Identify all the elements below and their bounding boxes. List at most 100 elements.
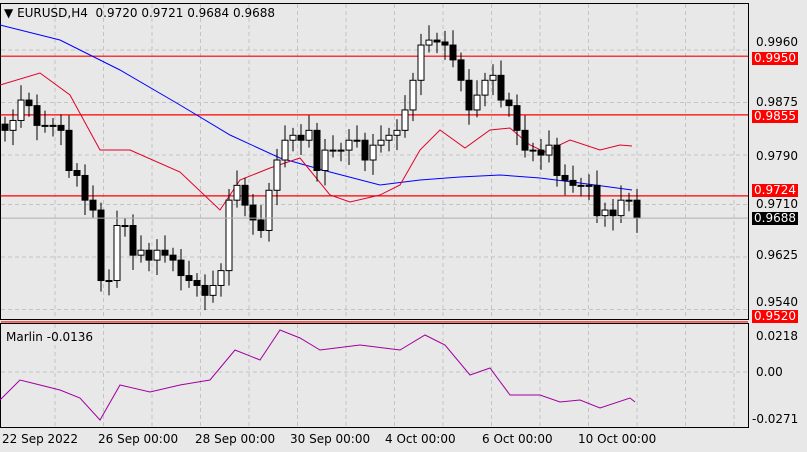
candle-body [617, 199, 625, 217]
candle-body [633, 199, 641, 219]
candle-body [137, 249, 145, 256]
candle-body [529, 149, 537, 152]
candle-body [601, 209, 609, 217]
candle-body [297, 134, 305, 141]
candle-body [49, 124, 57, 127]
candle-body [489, 74, 497, 81]
moving-average-line [0, 24, 633, 191]
candle-body [465, 79, 473, 111]
candle-body [433, 39, 441, 43]
candle-body [425, 39, 433, 46]
candle-body [17, 99, 25, 121]
candle-body [233, 184, 241, 201]
candle-body [185, 275, 193, 282]
candle-body [593, 184, 601, 217]
price-tick: 0.9710 [756, 197, 798, 211]
level-label: 0.9950 [752, 51, 798, 65]
candle-body [169, 254, 177, 261]
candle-body [361, 139, 369, 161]
level-label: 0.9520 [752, 309, 798, 323]
candle-body [65, 129, 73, 172]
candle-body [353, 139, 361, 142]
candle-body [81, 174, 89, 201]
candle-body [33, 105, 41, 126]
candle-body [569, 179, 577, 186]
candle-body [505, 99, 513, 107]
candle-body [409, 79, 417, 111]
candle-body [545, 144, 553, 156]
candle-body [345, 139, 353, 151]
candle-body [281, 139, 289, 161]
candle-body [73, 170, 81, 176]
candle-body [329, 149, 337, 152]
candle-body [25, 99, 33, 107]
candle-body [385, 134, 393, 141]
candle-body [553, 144, 561, 176]
candle-body [121, 225, 129, 228]
candle-body [369, 144, 377, 161]
candle-body [177, 259, 185, 277]
low-value: 0.9684 [187, 6, 230, 20]
candle-body [513, 105, 521, 131]
level-label: 0.9855 [752, 109, 798, 123]
candle-body [217, 270, 225, 286]
candle-body [481, 79, 489, 96]
candle-body [609, 209, 617, 217]
candle-body [1, 123, 9, 131]
price-tick: 0.9625 [756, 248, 798, 262]
time-tick: 22 Sep 2022 [2, 432, 79, 446]
indicator-title: Marlin -0.0136 [6, 330, 93, 344]
candle-body [41, 124, 49, 127]
candle-body [393, 129, 401, 136]
candle-body [585, 184, 593, 187]
chart-title: ▼ EURUSD,H4 0.9720 0.9721 0.9684 0.9688 [4, 6, 275, 20]
candle-body [97, 209, 105, 282]
price-tick: 0.9790 [756, 149, 798, 163]
candle-body [377, 139, 385, 146]
collapse-triangle-icon[interactable]: ▼ [4, 6, 14, 20]
candle-body [129, 225, 137, 256]
candle-body [577, 184, 585, 187]
candle-body [497, 74, 505, 101]
candle-body [457, 59, 465, 81]
marlin-line [0, 329, 636, 421]
candle-body [89, 199, 97, 211]
candle-body [113, 225, 121, 282]
candle-body [225, 199, 233, 272]
price-tick: 0.9875 [756, 95, 798, 109]
candle-body [521, 129, 529, 151]
candle-body [9, 119, 17, 131]
candle-body [145, 249, 153, 261]
candle-body [305, 129, 313, 141]
candle-body [257, 219, 265, 231]
candle-body [625, 199, 633, 202]
indicator-name: Marlin [6, 330, 43, 344]
indicator-tick: 0.00 [756, 365, 783, 379]
candle-body [473, 94, 481, 111]
price-tick: 0.9540 [756, 295, 798, 309]
candle-body [273, 159, 281, 191]
envelope-line [0, 72, 633, 211]
candle-body [449, 44, 457, 61]
level-label: 0.9724 [752, 183, 798, 197]
candle-body [561, 174, 569, 181]
time-tick: 4 Oct 00:00 [385, 432, 456, 446]
main-panel [0, 3, 749, 320]
symbol: EURUSD,H4 [17, 6, 88, 20]
time-tick: 30 Sep 00:00 [290, 432, 371, 446]
candle-body [401, 109, 409, 131]
candle-body [537, 149, 545, 156]
candle-body [313, 129, 321, 172]
candle-body [153, 249, 161, 261]
candle-body [249, 204, 257, 221]
candle-body [161, 249, 169, 256]
candle-body [265, 189, 273, 231]
current-price-label: 0.9688 [752, 211, 798, 225]
indicator-tick: -0.0271 [752, 412, 799, 426]
time-tick: 26 Sep 00:00 [98, 432, 179, 446]
indicator-value: -0.0136 [46, 330, 94, 344]
time-tick: 28 Sep 00:00 [195, 432, 276, 446]
candle-body [289, 134, 297, 141]
candle-body [105, 280, 113, 283]
